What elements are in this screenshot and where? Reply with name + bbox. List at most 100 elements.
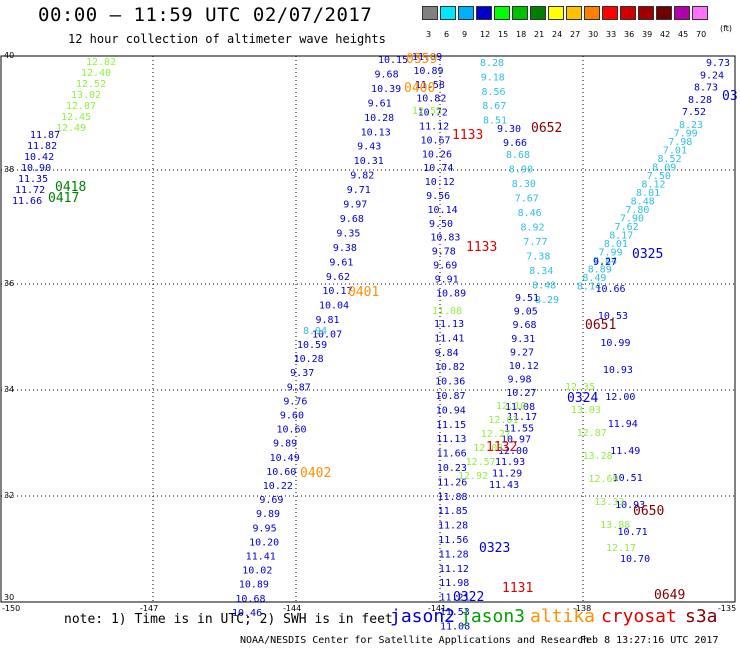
wave-height-label: 11.41 — [434, 333, 464, 344]
wave-height-label: 11.55 — [504, 423, 534, 434]
wave-height-label: 10.87 — [435, 391, 465, 402]
wave-height-label: 8.29 — [535, 295, 559, 306]
wave-height-label: 10.70 — [620, 554, 650, 565]
satellite-s3a-label: s3a — [685, 606, 718, 627]
wave-height-label: 10.72 — [418, 108, 448, 119]
lat-label: 36 — [4, 279, 14, 288]
wave-height-label: 9.27 — [593, 257, 617, 268]
legend-swatch-label: 36 — [624, 30, 635, 39]
wave-height-label: 9.73 — [706, 58, 730, 69]
wave-height-label: 10.42 — [24, 152, 54, 163]
wave-height-label: 9.68 — [513, 320, 537, 331]
wave-height-label: 10.60 — [266, 467, 296, 478]
wave-height-label: 8.34 — [529, 266, 553, 277]
legend-swatch-label: 27 — [570, 30, 581, 39]
wave-height-label: 7.52 — [682, 107, 706, 118]
legend-swatch — [638, 6, 654, 20]
legend-swatch — [494, 6, 510, 20]
time-marker: 0649 — [654, 588, 685, 603]
wave-height-label: 8.48 — [631, 197, 655, 208]
wave-height-label: 9.50 — [429, 219, 453, 230]
wave-height-label: 10.82 — [435, 362, 465, 373]
wave-height-label: 10.71 — [618, 527, 648, 538]
time-marker: 0322 — [453, 590, 484, 605]
wave-height-label: 7.67 — [515, 194, 539, 205]
wave-height-label: 10.89 — [413, 66, 443, 77]
satellite-jason2-label: jason2 — [390, 606, 456, 627]
wave-height-label: 9.35 — [336, 228, 360, 239]
wave-height-label: 11.66 — [12, 196, 42, 207]
wave-height-label: 11.58 — [415, 80, 445, 91]
wave-height-label: 10.17 — [322, 286, 352, 297]
wave-height-label: 12.10 — [496, 401, 526, 412]
wave-height-label: 9.69 — [433, 261, 457, 272]
wave-height-label: 11.28 — [439, 549, 469, 560]
time-marker: 0325 — [632, 247, 663, 262]
wave-height-label: 10.90 — [21, 163, 51, 174]
wave-height-label: 10.28 — [364, 113, 394, 124]
map-frame — [0, 55, 736, 603]
wave-height-label: 10.26 — [422, 149, 452, 160]
time-marker: 0324 — [567, 391, 598, 406]
wave-height-label: 11.09 — [412, 52, 442, 63]
legend-unit: (ft) — [720, 24, 733, 33]
lon-label: -135 — [718, 604, 736, 613]
wave-height-label: 7.50 — [647, 171, 671, 182]
wave-height-label: 8.28 — [688, 95, 712, 106]
legend-swatch — [440, 6, 456, 20]
lat-label: 38 — [4, 165, 14, 174]
wave-height-label: 12.55 — [412, 106, 442, 117]
wave-height-label: 12.03 — [473, 443, 503, 454]
wave-height-label: 10.46 — [232, 608, 262, 619]
time-marker: 0400 — [404, 81, 435, 96]
wave-height-label: 8.49 — [582, 273, 606, 284]
footnote: note: 1) Time is in UTC; 2) SWH is in fe… — [64, 612, 393, 627]
wave-height-label: 8.92 — [521, 223, 545, 234]
time-marker: 0417 — [48, 191, 79, 206]
legend-swatch-label: 3 — [426, 30, 432, 39]
wave-height-label: 11.12 — [419, 122, 449, 133]
wave-height-label: 10.13 — [361, 127, 391, 138]
legend-swatch — [422, 6, 438, 20]
wave-height-label: 9.68 — [375, 69, 399, 80]
legend-swatch-label: 18 — [516, 30, 527, 39]
wave-height-label: 12.87 — [66, 101, 96, 112]
wave-height-label: 10.49 — [270, 453, 300, 464]
page-subtitle: 12 hour collection of altimeter wave hei… — [68, 32, 386, 46]
wave-height-label: 11.49 — [610, 446, 640, 457]
wave-height-label: 10.20 — [249, 537, 279, 548]
satellite-jason3-label: jason3 — [460, 606, 526, 627]
wave-height-label: 9.91 — [435, 274, 459, 285]
wave-height-label: 11.08 — [505, 402, 535, 413]
wave-height-label: 10.93 — [603, 365, 633, 376]
page-title: 00:00 – 11:59 UTC 02/07/2017 — [38, 4, 373, 26]
legend-swatch-label: 24 — [552, 30, 563, 39]
wave-height-label: 8.51 — [483, 116, 507, 127]
wave-height-label: 9.61 — [329, 257, 353, 268]
wave-height-label: 11.21 — [439, 593, 469, 604]
wave-height-label: 12.82 — [86, 57, 116, 68]
wave-height-label: 8.46 — [518, 208, 542, 219]
generated-timestamp: Feb 8 13:27:16 UTC 2017 — [580, 635, 719, 646]
wave-height-label: 9.66 — [503, 138, 527, 149]
time-marker: 1131 — [502, 581, 533, 596]
wave-height-label: 10.67 — [420, 135, 450, 146]
wave-height-label: 10.31 — [354, 156, 384, 167]
time-marker: 0650 — [633, 504, 664, 519]
wave-height-label: 7.90 — [620, 214, 644, 225]
wave-height-label: 10.68 — [235, 594, 265, 605]
wave-height-label: 12.00 — [498, 446, 528, 457]
wave-height-label: 7.98 — [668, 137, 692, 148]
wave-height-label: 11.17 — [507, 412, 537, 423]
legend-swatch — [584, 6, 600, 20]
wave-height-label: 8.90 — [509, 165, 533, 176]
wave-height-label: 10.89 — [436, 288, 466, 299]
satellite-cryosat-label: cryosat — [601, 606, 677, 627]
wave-height-label: 10.12 — [425, 177, 455, 188]
time-marker: 1133 — [466, 240, 497, 255]
wave-height-label: 10.74 — [423, 163, 453, 174]
wave-height-label: 10.15 — [378, 55, 408, 66]
wave-height-label: 8.73 — [694, 83, 718, 94]
wave-height-label: 8.84 — [593, 256, 617, 267]
